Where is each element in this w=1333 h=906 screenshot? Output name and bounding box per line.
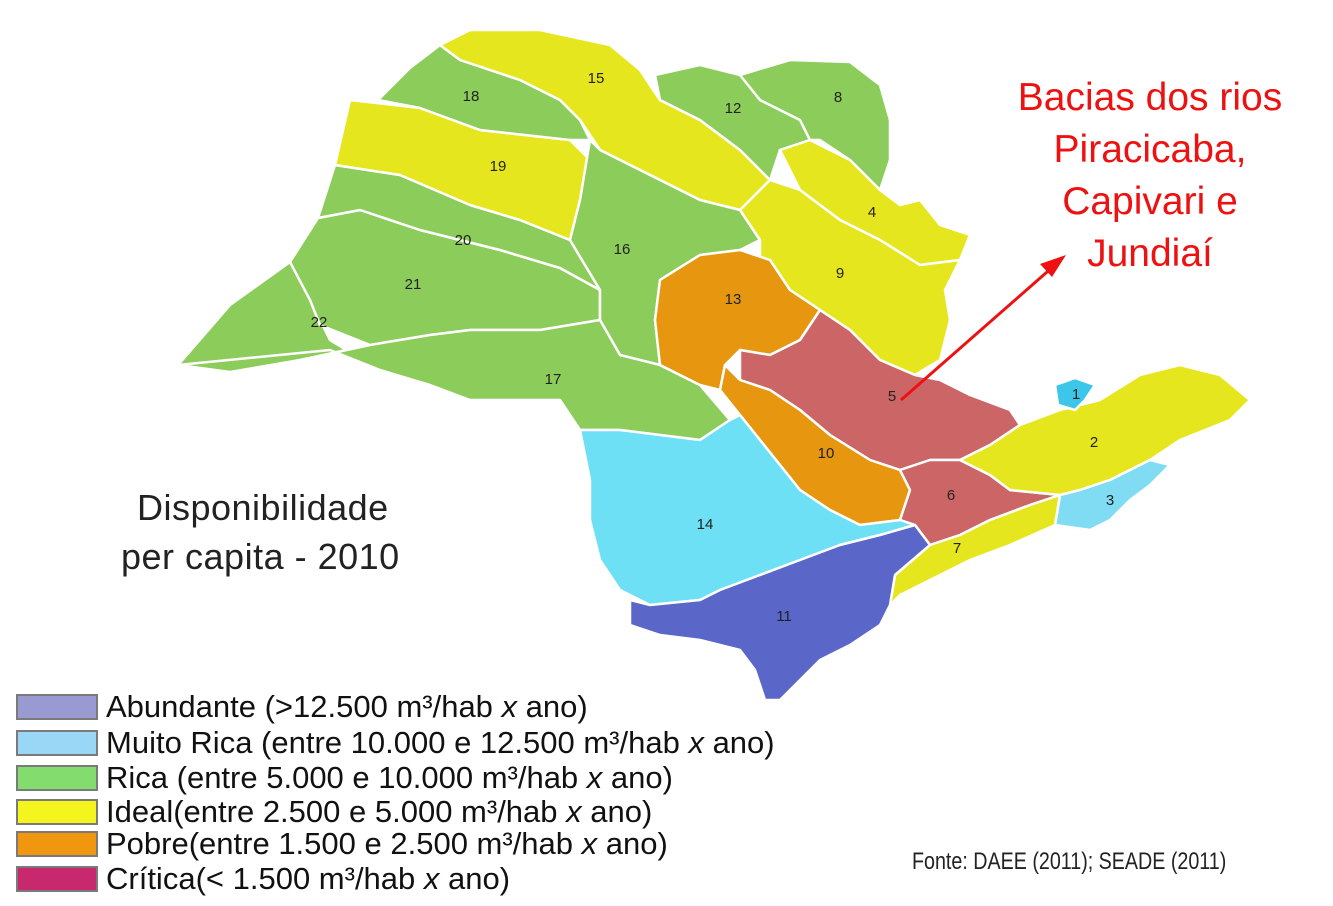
region-label: 8 [834,89,842,106]
legend-label: Abundante (>12.500 m³/hab x ano) [106,689,588,724]
legend-label: Muito Rica (entre 10.000 e 12.500 m³/hab… [106,725,775,760]
region-label: 22 [311,314,328,331]
legend-item: Pobre(entre 1.500 e 2.500 m³/hab x ano) [16,827,668,861]
region-label: 6 [947,487,955,504]
legend-item: Ideal(entre 2.500 e 5.000 m³/hab x ano) [16,795,652,829]
legend-swatch [16,866,98,892]
legend-label: Ideal(entre 2.500 e 5.000 m³/hab x ano) [106,794,653,829]
callout-line-4: Jundiaí [1087,232,1213,275]
legend-item: Abundante (>12.500 m³/hab x ano) [16,690,588,724]
legend-label: Rica (entre 5.000 e 10.000 m³/hab x ano) [106,760,673,795]
legend-swatch [16,799,98,825]
region-label: 7 [953,540,961,557]
region-label: 12 [725,100,742,117]
map-title-line1: Disponibilidade [137,487,389,528]
callout-line-1: Bacias dos rios [1017,76,1283,119]
region-label: 15 [588,70,605,87]
region-label: 5 [888,388,896,405]
region-label: 19 [490,158,507,175]
callout-line-3: Capivari e [1062,180,1238,223]
callout-arrow [900,255,1066,402]
source-credit: Fonte: DAEE (2011); SEADE (2011) [912,848,1227,875]
legend-swatch [16,694,98,720]
legend-swatch [16,831,98,857]
region-label: 11 [776,608,792,625]
legend-label: Crítica(< 1.500 m³/hab x ano) [106,861,511,896]
legend-label: Pobre(entre 1.500 e 2.500 m³/hab x ano) [106,826,668,861]
region-label: 2 [1090,434,1098,451]
region-label: 16 [614,241,631,258]
region-label: 3 [1106,492,1114,509]
map-title-line2: per capita - 2010 [121,536,400,577]
region-1 [1053,376,1097,412]
legend-swatch [16,765,98,791]
region-17 [176,318,732,442]
region-label: 21 [405,276,422,293]
region-3 [1053,458,1172,532]
region-label: 10 [818,445,835,462]
region-11 [628,523,932,702]
region-label: 9 [836,265,844,282]
callout-line-2: Piracicaba, [1053,128,1247,171]
region-label: 20 [455,232,472,249]
region-label: 14 [697,516,714,533]
region-label: 13 [725,291,742,308]
region-label: 18 [463,88,480,105]
legend-item: Muito Rica (entre 10.000 e 12.500 m³/hab… [16,726,775,760]
region-label: 17 [545,371,562,388]
region-label: 1 [1072,386,1080,403]
legend-item: Rica (entre 5.000 e 10.000 m³/hab x ano) [16,761,673,795]
legend-item: Crítica(< 1.500 m³/hab x ano) [16,862,510,896]
legend-swatch [16,730,98,756]
region-2 [958,363,1252,497]
region-label: 4 [868,204,876,221]
